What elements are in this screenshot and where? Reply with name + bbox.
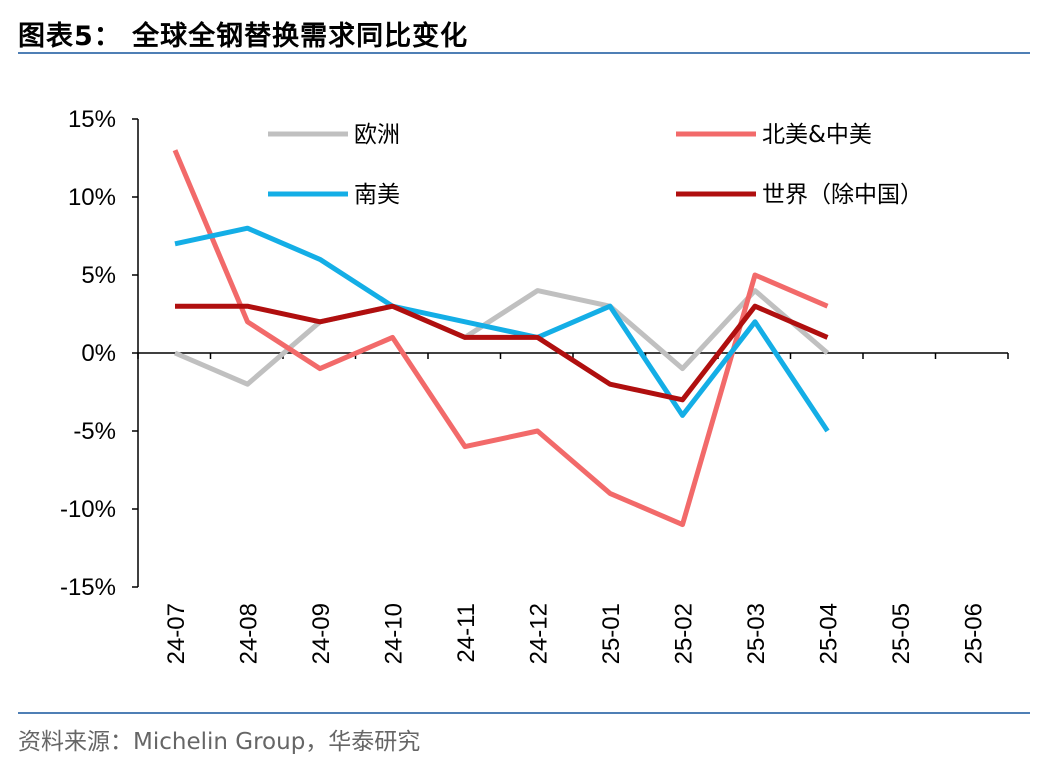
- x-tick-label: 25-01: [598, 603, 625, 664]
- series-line-2: [174, 225, 830, 433]
- y-tick-label: 15%: [68, 106, 116, 133]
- series-line-1: [172, 149, 829, 528]
- x-tick-label: 25-04: [816, 603, 843, 664]
- x-tick-label: 24-09: [308, 603, 335, 664]
- x-tick-label: 25-06: [961, 603, 988, 664]
- chart-axes: 15% 10% 5% 0% -5% -10% -15% 24-07 24-08 24-09 24-1…: [60, 106, 1009, 664]
- y-tick-label: -10%: [60, 496, 116, 523]
- y-tick-label: 5%: [81, 262, 116, 289]
- legend-label: 南美: [354, 182, 400, 208]
- x-tick-label: 24-08: [236, 603, 263, 664]
- legend-label: 世界（除中国）: [762, 182, 923, 208]
- y-tick-label: 0%: [81, 340, 116, 367]
- source-note: 资料来源：Michelin Group，华泰研究: [18, 729, 421, 755]
- footer-divider: [18, 712, 1030, 714]
- legend-label: 北美&中美: [762, 122, 872, 148]
- y-tick-label: 10%: [68, 184, 116, 211]
- series-line-3: [175, 303, 829, 403]
- chart-series: [172, 149, 830, 528]
- line-chart: 15% 10% 5% 0% -5% -10% -15% 24-07 24-08 24-09 24-1…: [60, 106, 1009, 664]
- x-tick-label: 24-11: [453, 603, 480, 663]
- x-tick-label: 25-02: [671, 603, 698, 664]
- x-tick-label: 25-05: [888, 603, 915, 664]
- x-tick-label: 24-07: [163, 603, 190, 664]
- header-divider: [18, 52, 1030, 54]
- y-tick-label: -15%: [60, 574, 116, 601]
- x-tick-label: 25-03: [743, 603, 770, 664]
- series-line-0: [174, 288, 830, 387]
- x-tick-label: 24-12: [526, 603, 553, 664]
- legend-label: 欧洲: [354, 122, 400, 148]
- x-tick-label: 24-10: [381, 603, 408, 664]
- chart-title: 图表5： 全球全钢替换需求同比变化: [18, 21, 469, 52]
- y-tick-label: -5%: [73, 418, 116, 445]
